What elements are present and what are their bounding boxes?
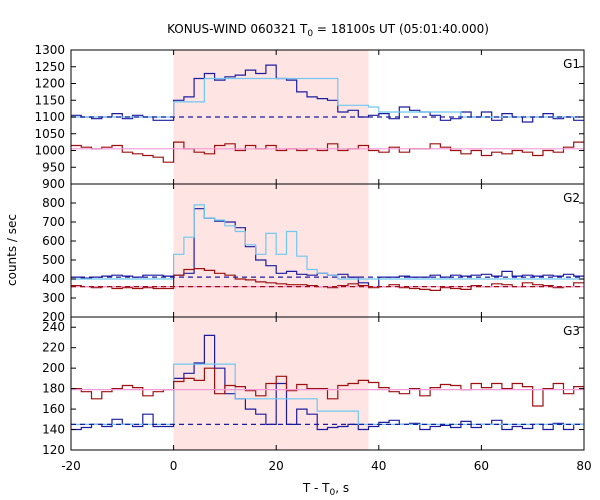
g2-y-tick-label: 500 bbox=[42, 253, 65, 267]
g3-y-tick-label: 240 bbox=[42, 320, 65, 334]
g3-red-series-2 bbox=[71, 367, 584, 407]
g1-red-series-2 bbox=[71, 141, 584, 163]
g2-y-tick-label: 700 bbox=[42, 215, 65, 229]
g1-y-tick-label: 900 bbox=[42, 177, 65, 191]
x-tick-label: 80 bbox=[576, 459, 591, 473]
x-tick-label: 20 bbox=[269, 459, 284, 473]
g3-panel-frame bbox=[70, 316, 585, 451]
g1-y-tick-label: 1100 bbox=[34, 110, 65, 124]
g3-y-tick-label: 140 bbox=[42, 423, 65, 437]
x-tick-label: -20 bbox=[61, 459, 81, 473]
x-tick-label: 0 bbox=[170, 459, 178, 473]
g3-blue-series-0 bbox=[71, 334, 584, 431]
g1-y-tick-label: 1250 bbox=[34, 60, 65, 74]
g1-panel-label: G1 bbox=[563, 57, 580, 71]
g2-y-tick-label: 600 bbox=[42, 234, 65, 248]
g3-cyan-series-1 bbox=[71, 363, 584, 425]
g2-y-tick-label: 200 bbox=[42, 310, 65, 324]
g1-blue-series-0 bbox=[71, 64, 584, 123]
g1-y-tick-label: 1150 bbox=[34, 93, 65, 107]
g1-y-tick-label: 1000 bbox=[34, 144, 65, 158]
x-tick-label: 40 bbox=[371, 459, 386, 473]
g2-y-tick-label: 800 bbox=[42, 196, 65, 210]
g3-y-tick-label: 160 bbox=[42, 402, 65, 416]
y-axis-title: counts / sec bbox=[5, 214, 19, 286]
g2-red-series-2 bbox=[71, 268, 584, 291]
g1-y-tick-label: 1300 bbox=[34, 43, 65, 57]
g1-y-tick-label: 1200 bbox=[34, 77, 65, 91]
x-axis-title: T - T0, s bbox=[302, 481, 349, 498]
x-tick-label: 60 bbox=[474, 459, 489, 473]
g2-y-tick-label: 300 bbox=[42, 291, 65, 305]
g1-y-tick-label: 950 bbox=[42, 160, 65, 174]
g3-y-tick-label: 120 bbox=[42, 443, 65, 457]
g1-y-tick-label: 1050 bbox=[34, 127, 65, 141]
plot-layer: 9009501000105011001150120012501300G12003… bbox=[34, 43, 591, 473]
g3-y-tick-label: 180 bbox=[42, 382, 65, 396]
g3-y-tick-label: 200 bbox=[42, 361, 65, 375]
g1-cyan-series-1 bbox=[71, 77, 584, 118]
chart-title: KONUS-WIND 060321 T0 = 18100s UT (05:01:… bbox=[167, 22, 489, 39]
g3-panel-label: G3 bbox=[563, 324, 580, 338]
g2-y-tick-label: 400 bbox=[42, 272, 65, 286]
g3-y-tick-label: 220 bbox=[42, 341, 65, 355]
g2-panel-label: G2 bbox=[563, 191, 580, 205]
g2-cyan-series-1 bbox=[71, 204, 584, 280]
